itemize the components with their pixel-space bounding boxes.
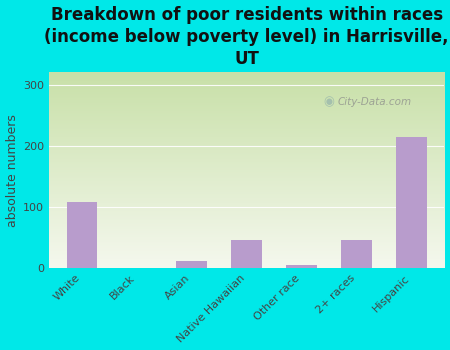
Text: City-Data.com: City-Data.com bbox=[338, 97, 412, 107]
Bar bbox=[231, 240, 262, 268]
Bar bbox=[176, 261, 207, 268]
Bar bbox=[286, 265, 317, 268]
Bar bbox=[67, 202, 97, 268]
Title: Breakdown of poor residents within races
(income below poverty level) in Harrisv: Breakdown of poor residents within races… bbox=[45, 6, 449, 68]
Bar bbox=[342, 240, 372, 268]
Bar bbox=[396, 136, 427, 268]
Y-axis label: absolute numbers: absolute numbers bbox=[5, 114, 18, 226]
Text: ◉: ◉ bbox=[324, 95, 335, 108]
